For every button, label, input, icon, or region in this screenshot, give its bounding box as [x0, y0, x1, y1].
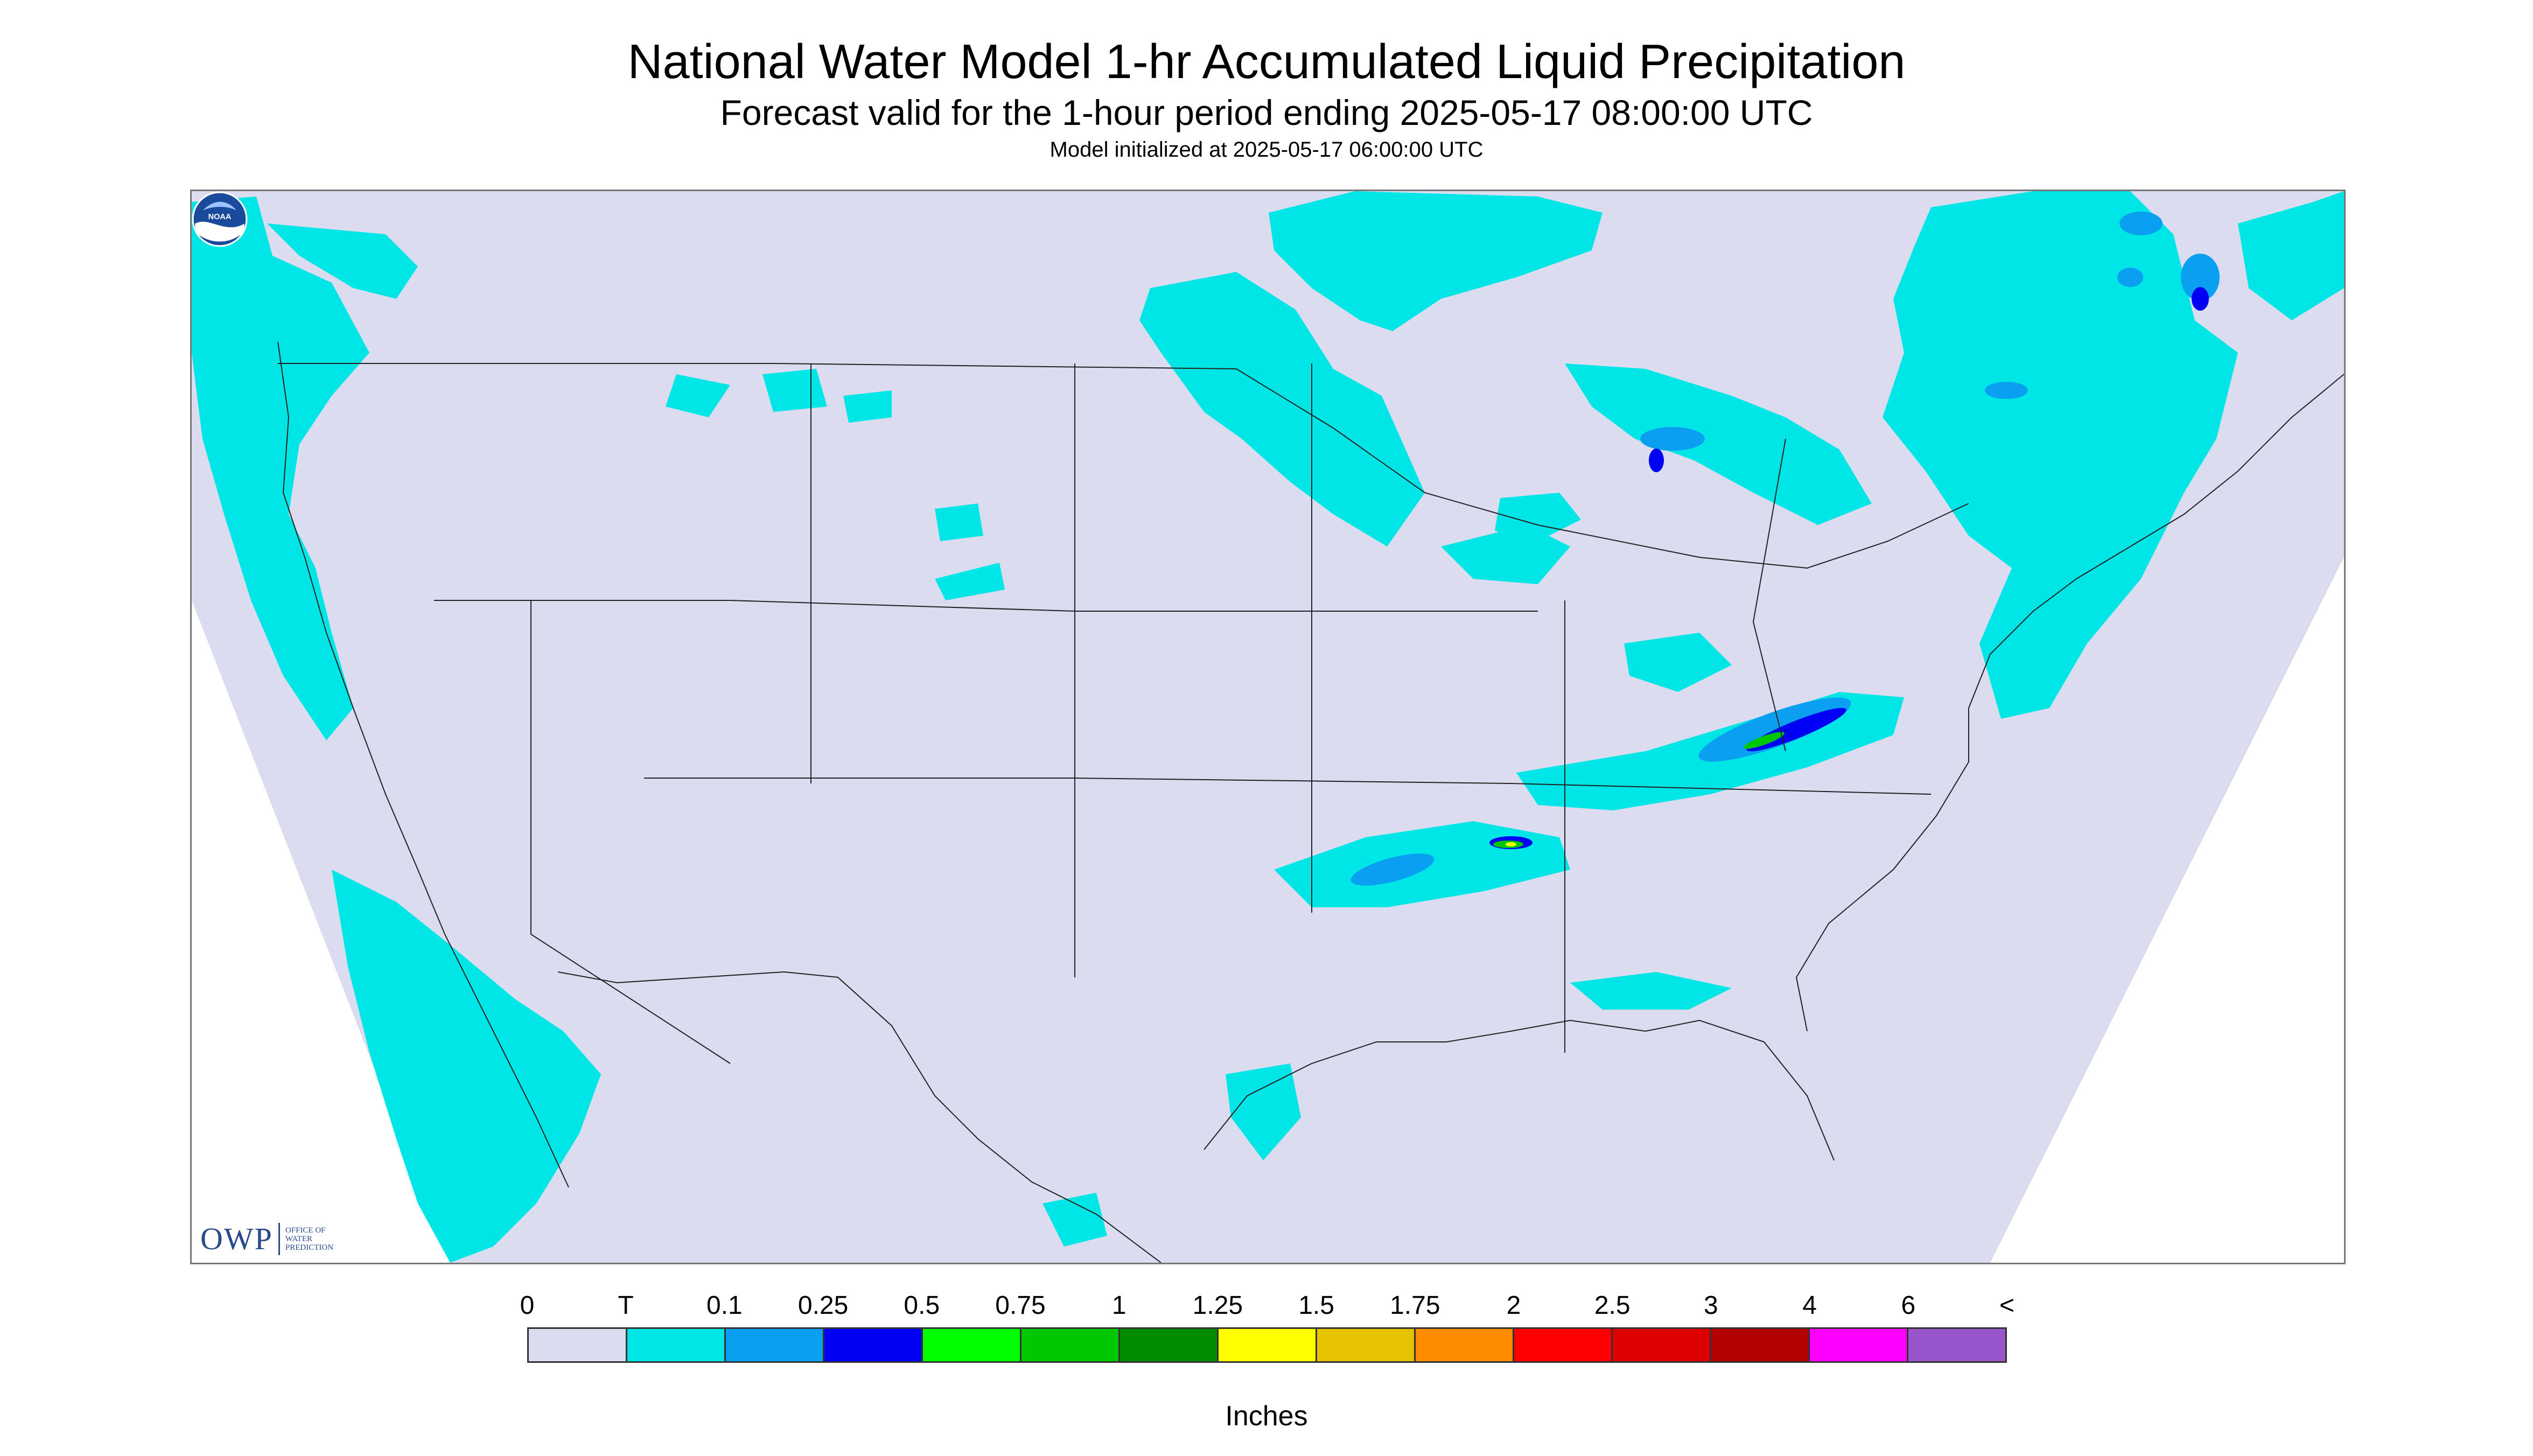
light-precip-areas — [1351, 212, 2220, 886]
state-line-8 — [1752, 438, 1786, 752]
legend-swatch — [1120, 1329, 1219, 1361]
noaa-logo: NOAA — [192, 191, 248, 247]
state-line-1 — [434, 600, 1538, 612]
precip-legend: 0 T 0.1 0.25 0.5 0.75 1 1.25 1.5 1.75 2 2.5 3 4 6 < — [520, 1290, 2014, 1363]
boundary-lines — [277, 341, 2344, 1263]
legend-tick-label: 1.75 — [1390, 1291, 1440, 1320]
legend-swatch — [824, 1329, 923, 1361]
map-subtitle: Forecast valid for the 1-hour period end… — [720, 93, 1813, 132]
legend-tick-label: 3 — [1704, 1291, 1718, 1320]
legend-swatch — [1908, 1329, 2005, 1361]
legend-tick-label: < — [1999, 1291, 2015, 1320]
legend-tick-label: 0.75 — [995, 1291, 1046, 1320]
east-coast — [1795, 374, 2344, 1032]
owp-logo-line-3: PREDICTION — [285, 1243, 334, 1252]
legend-swatch — [529, 1329, 627, 1361]
legend-swatch — [1021, 1329, 1120, 1361]
legend-tick-label: 1.25 — [1192, 1291, 1243, 1320]
legend-tick-label: 0 — [520, 1291, 535, 1320]
state-line-7 — [530, 600, 731, 1064]
map-canvas — [192, 191, 2344, 1263]
legend-swatch — [1810, 1329, 1908, 1361]
legend-units-label: Inches — [1225, 1401, 1308, 1432]
legend-tick-label: 1.5 — [1298, 1291, 1334, 1320]
us-mexico-border — [557, 971, 1161, 1263]
precipitation-map: OWP OFFICE OF WATER PREDICTION NOAA — [190, 190, 2346, 1264]
legend-tick-label: 4 — [1802, 1291, 1817, 1320]
outside-domain-right — [1990, 557, 2344, 1263]
legend-swatch — [1514, 1329, 1613, 1361]
legend-tick-label: 1 — [1111, 1291, 1126, 1320]
legend-tick-label: 2 — [1506, 1291, 1521, 1320]
legend-swatch — [1613, 1329, 1711, 1361]
legend-swatch — [627, 1329, 726, 1361]
legend-tick-label: 0.1 — [706, 1291, 743, 1320]
legend-swatch — [1416, 1329, 1514, 1361]
peak-precip-areas — [1506, 842, 1516, 846]
legend-swatch — [726, 1329, 824, 1361]
legend-swatch — [1317, 1329, 1416, 1361]
legend-tick-label: 2.5 — [1594, 1291, 1631, 1320]
map-title: National Water Model 1-hr Accumulated Li… — [627, 35, 1906, 89]
owp-logo: OWP OFFICE OF WATER PREDICTION — [200, 1223, 333, 1255]
legend-swatch — [923, 1329, 1021, 1361]
legend-tick-label: T — [618, 1291, 634, 1320]
legend-colorbar — [527, 1327, 2007, 1363]
state-line-2 — [644, 778, 1932, 795]
legend-swatch — [1711, 1329, 1810, 1361]
legend-tick-label: 6 — [1901, 1291, 1916, 1320]
gulf-coast — [1203, 1019, 1835, 1161]
legend-tick-label: 0.5 — [904, 1291, 940, 1320]
noaa-logo-text: NOAA — [208, 213, 232, 221]
legend-swatch — [1219, 1329, 1317, 1361]
trace-precip-areas — [192, 191, 2344, 1263]
title-block: National Water Model 1-hr Accumulated Li… — [0, 32, 2533, 164]
owp-logo-line-1: OFFICE OF — [285, 1226, 326, 1235]
legend-tick-label: 0.25 — [797, 1291, 849, 1320]
model-init-time: Model initialized at 2025-05-17 06:00:00… — [1049, 138, 1484, 162]
owp-logo-mark: OWP — [200, 1223, 280, 1255]
coastline-west — [277, 341, 569, 1188]
legend-tick-row: 0 T 0.1 0.25 0.5 0.75 1 1.25 1.5 1.75 2 2.5 3 4 6 < — [520, 1290, 2014, 1327]
owp-logo-text: OFFICE OF WATER PREDICTION — [285, 1226, 333, 1252]
owp-logo-line-2: WATER — [285, 1235, 312, 1243]
us-canada-border — [278, 363, 1969, 569]
